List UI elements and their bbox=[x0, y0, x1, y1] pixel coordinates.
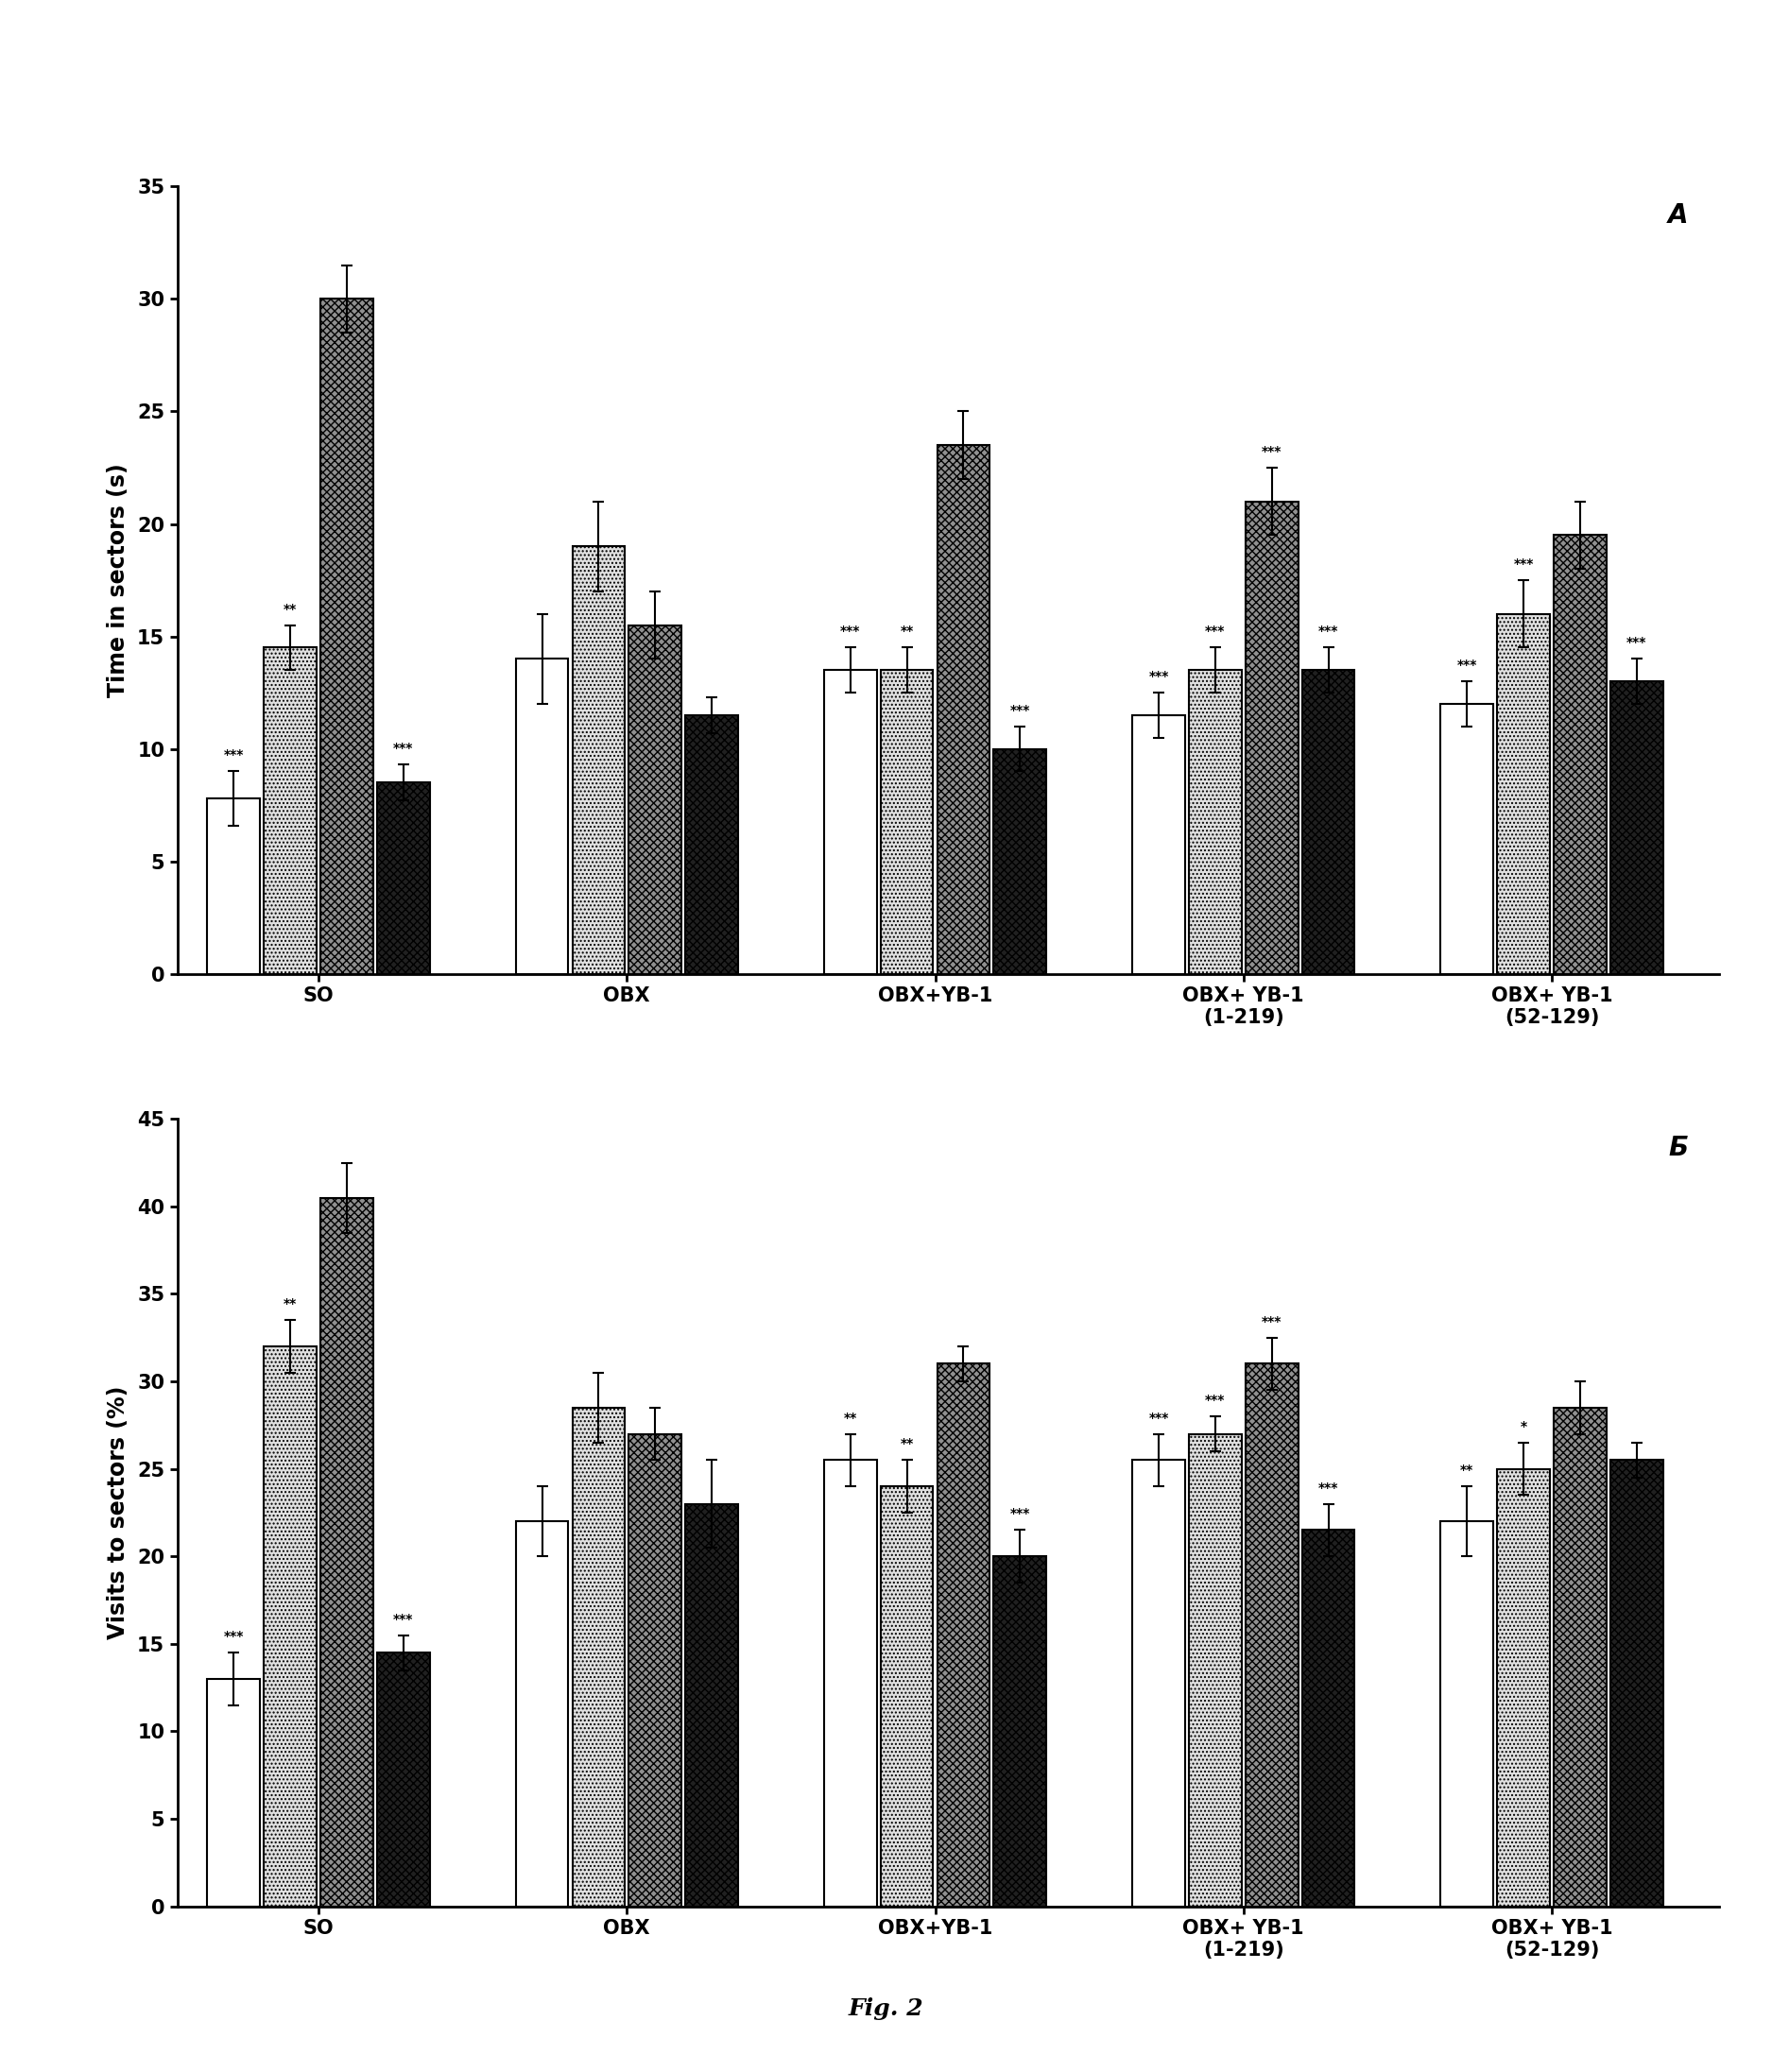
Bar bbox=[1441, 1521, 1494, 1906]
Text: ***: *** bbox=[393, 742, 413, 754]
Text: **: ** bbox=[900, 626, 914, 638]
Text: **: ** bbox=[900, 1438, 914, 1450]
Text: ***: *** bbox=[1318, 1481, 1338, 1494]
Bar bbox=[629, 626, 682, 974]
Bar bbox=[516, 659, 569, 974]
Bar bbox=[1554, 535, 1607, 974]
Text: Fig. 2: Fig. 2 bbox=[849, 1997, 923, 2020]
Text: ***: *** bbox=[223, 1631, 245, 1643]
Text: **: ** bbox=[284, 603, 298, 615]
Bar bbox=[264, 649, 317, 974]
Bar bbox=[1497, 1469, 1550, 1906]
Bar bbox=[937, 445, 991, 974]
Text: ***: *** bbox=[1262, 445, 1281, 458]
Bar bbox=[937, 1363, 991, 1906]
Bar bbox=[686, 715, 737, 974]
Text: ***: *** bbox=[840, 626, 861, 638]
Bar bbox=[1132, 715, 1185, 974]
Text: **: ** bbox=[284, 1297, 298, 1312]
Bar bbox=[1441, 704, 1494, 974]
Bar bbox=[994, 1556, 1045, 1906]
Bar bbox=[1132, 1461, 1185, 1906]
Bar bbox=[1189, 1434, 1242, 1906]
Text: ***: *** bbox=[1205, 1394, 1226, 1407]
Text: А: А bbox=[1667, 203, 1689, 228]
Bar bbox=[572, 1407, 626, 1906]
Bar bbox=[321, 1198, 374, 1906]
Text: ***: *** bbox=[1627, 636, 1646, 649]
Bar bbox=[881, 669, 934, 974]
Text: **: ** bbox=[1460, 1463, 1474, 1477]
Bar bbox=[1302, 1529, 1354, 1906]
Bar bbox=[321, 298, 374, 974]
Text: ***: *** bbox=[393, 1612, 413, 1627]
Bar bbox=[1302, 669, 1354, 974]
Text: ***: *** bbox=[1205, 626, 1226, 638]
Bar bbox=[824, 669, 877, 974]
Y-axis label: Visits to sectors (%): Visits to sectors (%) bbox=[106, 1386, 129, 1639]
Text: ***: *** bbox=[223, 748, 245, 762]
Bar bbox=[207, 1678, 260, 1906]
Bar bbox=[572, 547, 626, 974]
Bar bbox=[1497, 613, 1550, 974]
Bar bbox=[994, 748, 1045, 974]
Bar bbox=[207, 798, 260, 974]
Text: ***: *** bbox=[1457, 659, 1478, 671]
Bar bbox=[1246, 501, 1299, 974]
Bar bbox=[1554, 1407, 1607, 1906]
Bar bbox=[824, 1461, 877, 1906]
Bar bbox=[1189, 669, 1242, 974]
Text: ***: *** bbox=[1010, 1508, 1030, 1521]
Bar bbox=[516, 1521, 569, 1906]
Text: ***: *** bbox=[1262, 1316, 1281, 1328]
Bar bbox=[881, 1486, 934, 1906]
Y-axis label: Time in sectors (s): Time in sectors (s) bbox=[106, 464, 129, 696]
Text: *: * bbox=[1520, 1419, 1527, 1434]
Text: ***: *** bbox=[1148, 669, 1170, 684]
Bar bbox=[377, 783, 429, 974]
Bar bbox=[1611, 682, 1662, 974]
Text: ***: *** bbox=[1010, 704, 1030, 717]
Bar bbox=[1246, 1363, 1299, 1906]
Bar bbox=[264, 1347, 317, 1906]
Bar bbox=[377, 1653, 429, 1906]
Bar bbox=[686, 1504, 737, 1906]
Text: ***: *** bbox=[1148, 1411, 1170, 1423]
Text: ***: *** bbox=[1318, 626, 1338, 638]
Bar bbox=[629, 1434, 682, 1906]
Text: Б: Б bbox=[1667, 1135, 1689, 1160]
Bar bbox=[1611, 1461, 1662, 1906]
Text: ***: *** bbox=[1513, 557, 1533, 570]
Text: **: ** bbox=[843, 1411, 858, 1423]
